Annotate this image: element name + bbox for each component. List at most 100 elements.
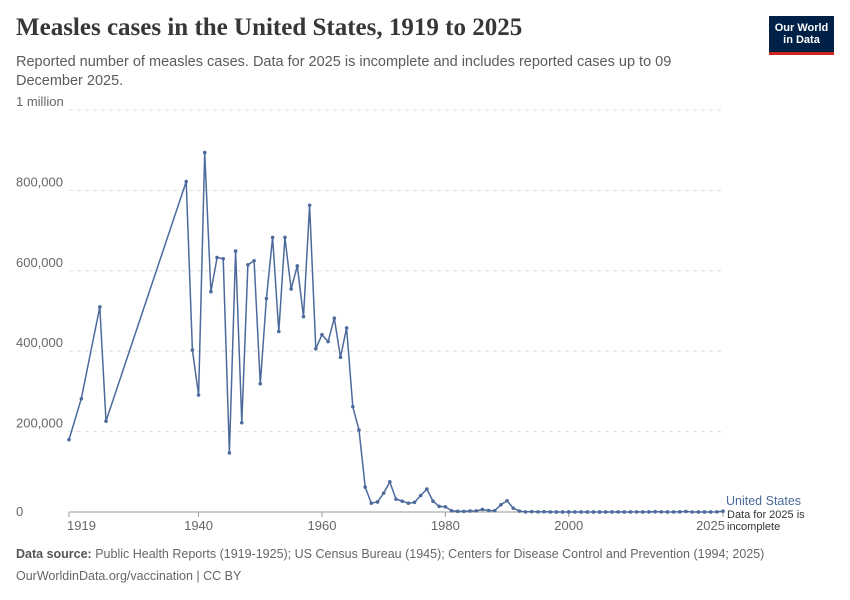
data-source-text: Public Health Reports (1919-1925); US Ce… [95, 547, 765, 561]
data-point[interactable] [196, 393, 201, 397]
data-point[interactable] [295, 264, 300, 268]
data-point[interactable] [351, 404, 355, 409]
data-point[interactable] [307, 203, 312, 208]
data-point[interactable] [363, 485, 367, 489]
data-point[interactable] [585, 510, 590, 514]
data-point[interactable] [221, 256, 226, 261]
data-point[interactable] [209, 289, 213, 294]
data-point[interactable] [227, 451, 232, 455]
data-point[interactable] [505, 498, 509, 503]
data-point[interactable] [406, 501, 411, 505]
data-point[interactable] [708, 510, 713, 514]
data-point[interactable] [715, 510, 719, 514]
data-point[interactable] [190, 348, 195, 352]
data-point[interactable] [252, 258, 256, 263]
data-point[interactable] [536, 510, 540, 514]
data-point[interactable] [215, 255, 219, 260]
data-point[interactable] [67, 437, 71, 442]
data-point[interactable] [338, 355, 343, 360]
data-point[interactable] [566, 510, 571, 514]
data-point[interactable] [462, 509, 466, 514]
data-point[interactable] [388, 480, 392, 484]
data-point[interactable] [239, 420, 244, 425]
data-point[interactable] [437, 504, 441, 509]
data-point[interactable] [332, 316, 337, 321]
data-point[interactable] [184, 179, 189, 184]
data-point[interactable] [597, 510, 602, 514]
data-point[interactable] [431, 499, 435, 503]
data-point[interactable] [289, 287, 293, 291]
data-point[interactable] [486, 508, 491, 513]
series-united-states[interactable] [67, 150, 725, 514]
data-point[interactable] [98, 305, 102, 309]
series-line[interactable] [68, 151, 724, 513]
data-point[interactable] [616, 510, 620, 514]
data-point[interactable] [665, 510, 670, 514]
data-point[interactable] [610, 510, 614, 514]
data-point[interactable] [480, 507, 485, 512]
data-point[interactable] [233, 249, 238, 253]
x-tick-label: 1980 [431, 518, 460, 533]
data-point[interactable] [573, 510, 577, 514]
data-point[interactable] [523, 510, 528, 514]
owid-logo[interactable]: Our World in Data [769, 16, 834, 55]
data-point[interactable] [603, 510, 608, 514]
data-point[interactable] [449, 508, 454, 513]
x-axis: 1919 1940 1960 1980 2000 2025 [67, 512, 725, 533]
data-point[interactable] [468, 509, 472, 513]
data-point[interactable] [721, 509, 725, 513]
data-point[interactable] [270, 235, 275, 240]
data-point[interactable] [425, 487, 429, 491]
data-point[interactable] [394, 497, 398, 501]
data-point[interactable] [628, 510, 633, 514]
data-point[interactable] [696, 510, 701, 514]
data-point[interactable] [579, 510, 583, 514]
data-point[interactable] [258, 381, 263, 386]
data-point[interactable] [264, 296, 269, 301]
data-point[interactable] [202, 150, 207, 155]
data-point[interactable] [412, 500, 417, 505]
data-point[interactable] [499, 502, 503, 507]
data-point[interactable] [511, 506, 516, 510]
data-point[interactable] [554, 510, 559, 514]
data-point[interactable] [276, 329, 281, 334]
data-point[interactable] [301, 314, 306, 319]
data-point[interactable] [622, 510, 627, 514]
data-point[interactable] [474, 509, 479, 513]
data-point[interactable] [560, 510, 565, 514]
data-point[interactable] [634, 510, 639, 514]
data-point[interactable] [455, 509, 460, 514]
data-point[interactable] [591, 510, 596, 514]
data-point[interactable] [678, 510, 682, 514]
y-tick-label: 400,000 [16, 335, 63, 350]
data-point[interactable] [653, 509, 657, 514]
data-point[interactable] [671, 510, 676, 514]
data-point[interactable] [246, 262, 250, 267]
data-point[interactable] [418, 493, 423, 498]
data-point[interactable] [375, 500, 380, 504]
data-point[interactable] [313, 346, 318, 351]
data-point[interactable] [702, 510, 707, 514]
data-point[interactable] [357, 428, 361, 432]
data-point[interactable] [548, 510, 553, 514]
data-point[interactable] [369, 501, 374, 505]
data-point[interactable] [320, 332, 324, 337]
data-point[interactable] [79, 396, 84, 401]
data-point[interactable] [381, 491, 386, 495]
data-point[interactable] [647, 510, 651, 514]
data-point[interactable] [684, 509, 688, 514]
data-point[interactable] [517, 509, 522, 513]
data-point[interactable] [443, 504, 448, 509]
data-point[interactable] [344, 326, 349, 330]
data-point[interactable] [492, 508, 497, 513]
data-point[interactable] [690, 510, 694, 514]
data-point[interactable] [283, 235, 287, 240]
data-point[interactable] [542, 509, 546, 514]
data-point[interactable] [326, 339, 330, 344]
data-point[interactable] [104, 419, 108, 423]
data-point[interactable] [659, 510, 664, 514]
data-point[interactable] [640, 510, 645, 514]
data-point[interactable] [529, 509, 534, 514]
data-point[interactable] [400, 499, 404, 503]
footer-url[interactable]: OurWorldinData.org/vaccination | CC BY [16, 569, 242, 583]
